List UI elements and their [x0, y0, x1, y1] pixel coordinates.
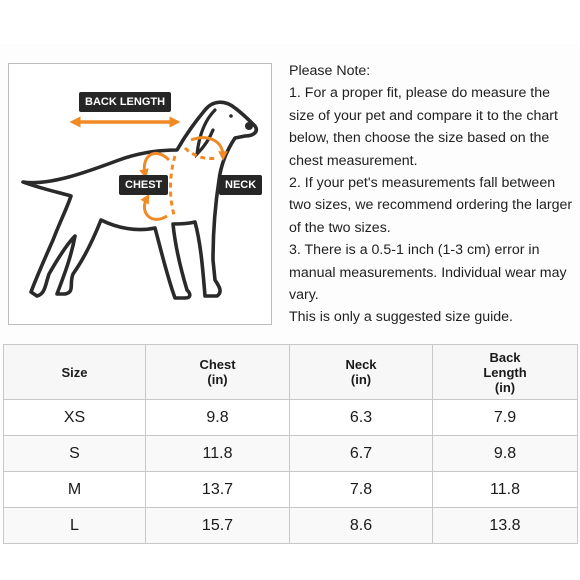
dog-nose	[245, 122, 253, 130]
note-item-3: 3. There is a 0.5-1 inch (1-3 cm) error …	[289, 242, 567, 304]
cell-back-length: 9.8	[432, 435, 578, 472]
header-chest: Chest (in)	[145, 344, 290, 400]
cell-size: L	[3, 507, 146, 544]
table-header-row: Size Chest (in) Neck (in) Back Length (in)	[3, 344, 578, 400]
cell-back-length: 7.9	[432, 399, 578, 436]
dog-eye	[229, 114, 233, 118]
header-size: Size	[3, 344, 146, 400]
cell-neck: 6.7	[289, 435, 433, 472]
neck-label: NECK	[219, 175, 263, 195]
header-back-length: Back Length (in)	[432, 344, 578, 400]
table-row: S 11.8 6.7 9.8	[3, 435, 578, 472]
chest-loop	[169, 155, 177, 219]
cell-size: S	[3, 435, 146, 472]
cell-neck: 6.3	[289, 399, 433, 436]
size-chart-table: Size Chest (in) Neck (in) Back Length (in) X…	[3, 344, 578, 544]
cell-chest: 9.8	[145, 399, 290, 436]
note-item-2: 2. If your pet's measurements fall betwe…	[289, 175, 573, 236]
table-row: L 15.7 8.6 13.8	[3, 507, 578, 544]
dog-measurement-diagram: BACK LENGTH CHEST NECK	[8, 63, 272, 325]
neck-loop	[183, 146, 218, 160]
note-item-1: 1. For a proper fit, please do measure t…	[289, 85, 558, 169]
back-length-label: BACK LENGTH	[79, 92, 172, 112]
cell-back-length: 13.8	[432, 507, 578, 544]
chest-label: CHEST	[119, 175, 169, 195]
table-row: XS 9.8 6.3 7.9	[3, 399, 578, 436]
cell-size: M	[3, 471, 146, 508]
neck-arrow	[190, 136, 228, 161]
top-margin	[0, 0, 580, 44]
cell-chest: 15.7	[145, 507, 290, 544]
cell-back-length: 11.8	[432, 471, 578, 508]
note-heading: Please Note:	[289, 63, 371, 79]
cell-size: XS	[3, 399, 146, 436]
chest-arrow-bottom	[140, 193, 168, 221]
cell-neck: 8.6	[289, 507, 433, 544]
cell-neck: 7.8	[289, 471, 433, 508]
dog-outline	[21, 100, 259, 300]
header-neck: Neck (in)	[289, 344, 433, 400]
cell-chest: 11.8	[145, 435, 290, 472]
chest-arrow-top	[139, 152, 171, 179]
dog-illustration	[21, 100, 259, 300]
cell-chest: 13.7	[145, 471, 290, 508]
please-note-section: Please Note: 1. For a proper fit, please…	[289, 60, 575, 329]
table-row: M 13.7 7.8 11.8	[3, 471, 578, 508]
note-footer: This is only a suggested size guide.	[289, 309, 513, 326]
